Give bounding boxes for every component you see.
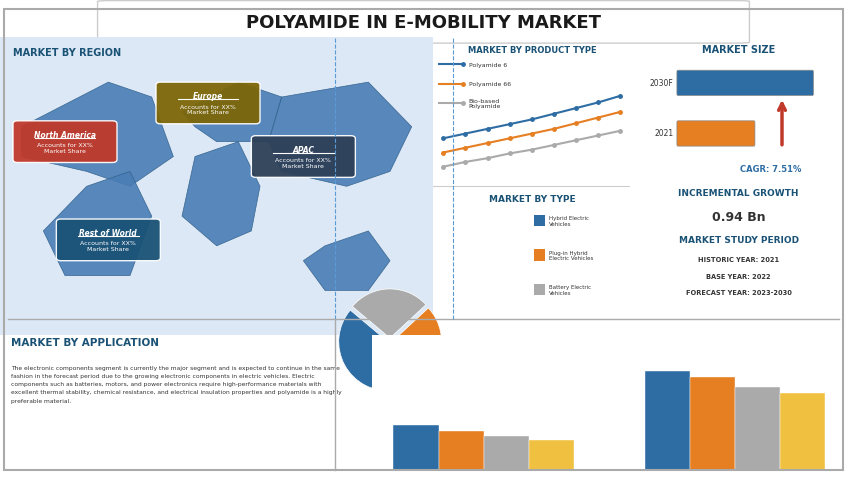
Text: Hybrid Electric
Vehicles: Hybrid Electric Vehicles	[549, 216, 589, 227]
Bar	[534, 250, 545, 261]
Text: North America: North America	[34, 131, 96, 139]
Bar	[439, 431, 484, 470]
Bar	[484, 436, 529, 470]
Text: 0.94 Bn: 0.94 Bn	[711, 210, 766, 223]
Polygon shape	[43, 172, 152, 276]
Wedge shape	[339, 311, 394, 391]
FancyBboxPatch shape	[156, 83, 260, 124]
FancyBboxPatch shape	[97, 1, 750, 44]
Text: Polyamide 66: Polyamide 66	[468, 82, 511, 87]
FancyBboxPatch shape	[13, 121, 117, 163]
Text: Accounts for XX%
Market Share: Accounts for XX% Market Share	[80, 241, 136, 252]
Polygon shape	[182, 83, 282, 143]
Text: Accounts for XX%
Market Share: Accounts for XX% Market Share	[180, 104, 236, 115]
Bar	[645, 372, 689, 470]
Text: MARKET BY PRODUCT TYPE: MARKET BY PRODUCT TYPE	[468, 46, 596, 55]
Text: Polyamide 6: Polyamide 6	[468, 62, 507, 68]
Polygon shape	[182, 143, 260, 246]
Text: MARKET BY REGION: MARKET BY REGION	[13, 48, 121, 58]
Text: MARKET BY TYPE: MARKET BY TYPE	[489, 194, 575, 203]
Text: Bio-based
Polyamide: Bio-based Polyamide	[468, 98, 501, 109]
Text: MARKET SIZE: MARKET SIZE	[702, 45, 775, 55]
Wedge shape	[352, 289, 426, 338]
Text: MARKET STUDY PERIOD: MARKET STUDY PERIOD	[678, 236, 799, 245]
Text: MARKET BY APPLICATION: MARKET BY APPLICATION	[11, 337, 159, 347]
Text: Rest of World: Rest of World	[80, 228, 137, 238]
Bar	[534, 284, 545, 295]
Bar	[780, 393, 825, 470]
Wedge shape	[392, 308, 441, 390]
Bar	[529, 440, 574, 470]
FancyArrowPatch shape	[778, 105, 785, 145]
FancyBboxPatch shape	[677, 121, 755, 147]
Bar	[534, 216, 545, 227]
Text: 2021: 2021	[655, 129, 673, 138]
Polygon shape	[303, 231, 390, 291]
Text: Plug-in Hybrid
Electric Vehicles: Plug-in Hybrid Electric Vehicles	[549, 250, 593, 261]
Text: APAC: APAC	[292, 145, 314, 154]
Text: Accounts for XX%
Market Share: Accounts for XX% Market Share	[275, 158, 331, 168]
Text: BASE YEAR: 2022: BASE YEAR: 2022	[706, 273, 771, 279]
Polygon shape	[22, 83, 174, 187]
Text: FORECAST YEAR: 2023-2030: FORECAST YEAR: 2023-2030	[686, 289, 792, 295]
Text: HISTORIC YEAR: 2021: HISTORIC YEAR: 2021	[698, 257, 779, 263]
Text: CAGR: 7.51%: CAGR: 7.51%	[740, 165, 802, 174]
Text: Battery Electric
Vehicles: Battery Electric Vehicles	[549, 284, 590, 295]
Text: Europe: Europe	[193, 92, 223, 101]
Bar	[689, 377, 735, 470]
Polygon shape	[268, 83, 412, 187]
Bar	[735, 388, 780, 470]
Bar	[393, 425, 439, 470]
FancyBboxPatch shape	[677, 71, 813, 96]
FancyBboxPatch shape	[57, 219, 160, 261]
Text: Accounts for XX%
Market Share: Accounts for XX% Market Share	[37, 143, 93, 154]
FancyBboxPatch shape	[252, 136, 356, 178]
Text: 2030F: 2030F	[650, 78, 673, 87]
Text: INCREMENTAL GROWTH: INCREMENTAL GROWTH	[678, 188, 799, 197]
Text: POLYAMIDE IN E-MOBILITY MARKET: POLYAMIDE IN E-MOBILITY MARKET	[246, 14, 601, 32]
Text: The electronic components segment is currently the major segment and is expected: The electronic components segment is cur…	[11, 365, 341, 403]
